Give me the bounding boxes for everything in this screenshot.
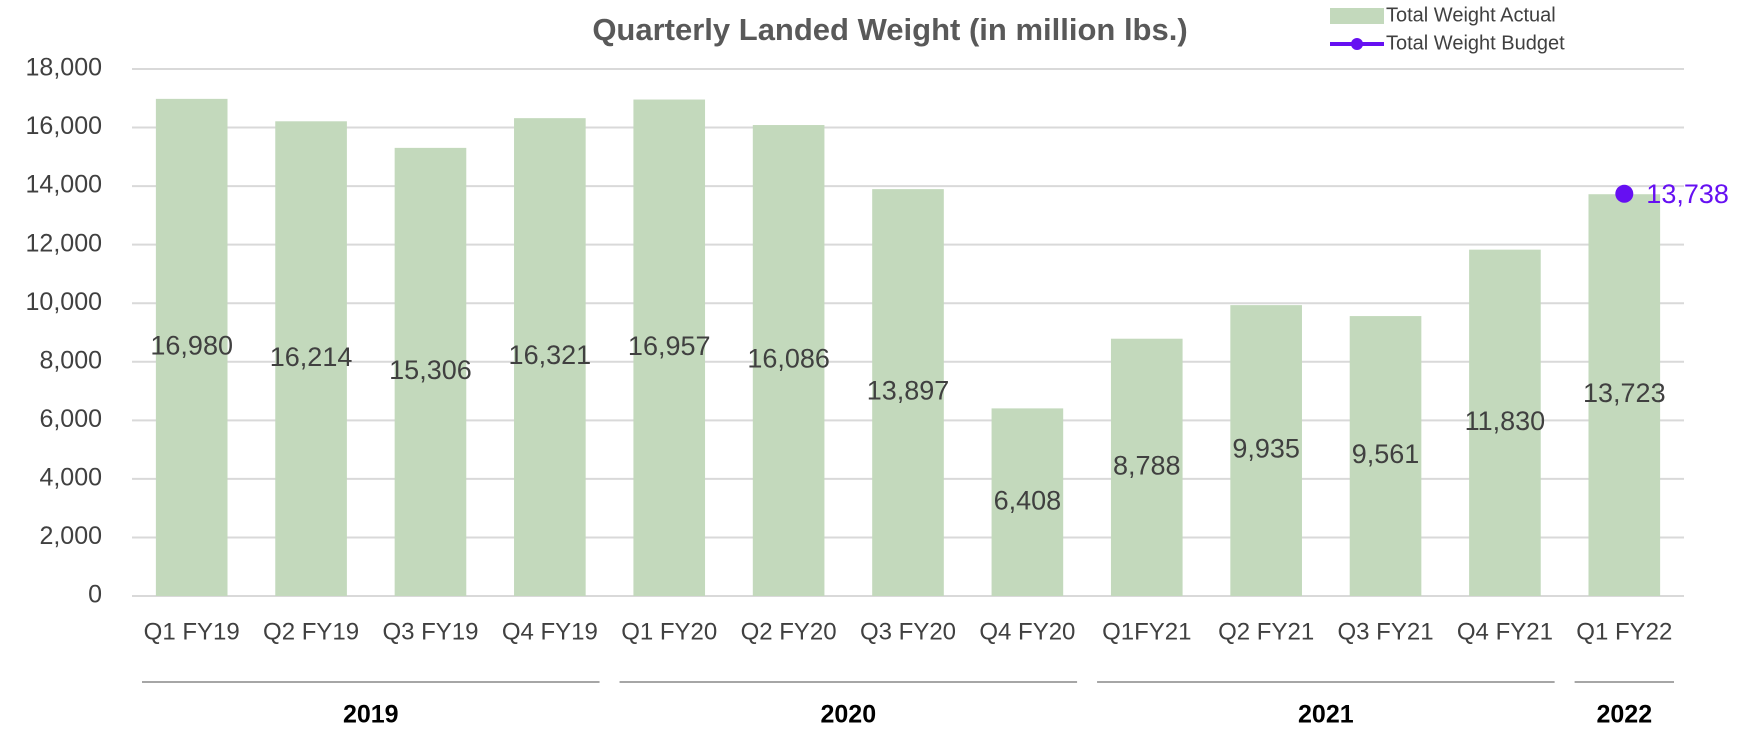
- data-label: 9,935: [1232, 434, 1300, 464]
- group-label: 2021: [1298, 701, 1354, 729]
- data-label: 16,321: [509, 340, 592, 370]
- legend-label: Total Weight Budget: [1386, 32, 1565, 54]
- x-tick-label: Q4 FY21: [1457, 618, 1553, 645]
- data-label: 8,788: [1113, 450, 1181, 480]
- x-tick-label: Q2 FY19: [263, 618, 359, 645]
- x-tick-label: Q1FY21: [1102, 618, 1191, 645]
- legend-swatch: [1330, 8, 1384, 24]
- legend-marker: [1351, 38, 1363, 50]
- x-tick-label: Q3 FY19: [382, 618, 478, 645]
- x-tick-label: Q1 FY19: [144, 618, 240, 645]
- y-tick-label: 2,000: [39, 522, 102, 550]
- data-label: 16,086: [747, 344, 830, 374]
- y-tick-label: 16,000: [26, 112, 102, 140]
- y-tick-label: 14,000: [26, 171, 102, 199]
- bar: [155, 98, 228, 596]
- data-label: 16,957: [628, 331, 711, 361]
- bar: [633, 99, 706, 597]
- x-tick-label: Q3 FY21: [1338, 618, 1434, 645]
- legend-label: Total Weight Actual: [1386, 4, 1556, 26]
- data-label: 15,306: [389, 355, 472, 385]
- group-label: 2019: [343, 701, 399, 729]
- group-label: 2020: [820, 701, 876, 729]
- chart-title: Quarterly Landed Weight (in million lbs.…: [592, 12, 1187, 47]
- x-tick-label: Q1 FY20: [621, 618, 717, 645]
- bar: [872, 189, 944, 597]
- bar: [1469, 249, 1541, 596]
- x-tick-label: Q2 FY21: [1218, 618, 1314, 645]
- data-label: 13,723: [1583, 378, 1666, 408]
- x-tick-label: Q1 FY22: [1576, 618, 1672, 645]
- y-tick-label: 0: [88, 581, 102, 609]
- data-label: 9,561: [1352, 439, 1420, 469]
- bar: [1230, 305, 1302, 596]
- bar: [1110, 338, 1183, 596]
- bar: [514, 118, 586, 597]
- y-tick-label: 6,000: [39, 405, 102, 433]
- bar: [752, 125, 825, 597]
- y-tick-label: 4,000: [39, 463, 102, 491]
- x-tick-label: Q2 FY20: [741, 618, 837, 645]
- bar: [1349, 316, 1422, 596]
- x-tick-label: Q4 FY19: [502, 618, 598, 645]
- bar: [275, 121, 347, 597]
- bar: [1588, 194, 1661, 596]
- data-label: 13,738: [1646, 179, 1729, 209]
- bar: [394, 147, 467, 596]
- bar: [991, 408, 1064, 596]
- data-label: 16,214: [270, 342, 353, 372]
- y-tick-label: 18,000: [26, 54, 102, 82]
- data-label: 6,408: [994, 485, 1062, 515]
- x-tick-label: Q4 FY20: [979, 618, 1075, 645]
- data-label: 13,897: [867, 376, 950, 406]
- y-tick-label: 8,000: [39, 346, 102, 374]
- marker: [1615, 184, 1634, 203]
- y-tick-label: 12,000: [26, 229, 102, 257]
- data-label: 16,980: [150, 331, 233, 361]
- data-label: 11,830: [1465, 406, 1546, 436]
- y-tick-label: 10,000: [26, 288, 102, 316]
- x-tick-label: Q3 FY20: [860, 618, 956, 645]
- group-label: 2022: [1596, 701, 1652, 729]
